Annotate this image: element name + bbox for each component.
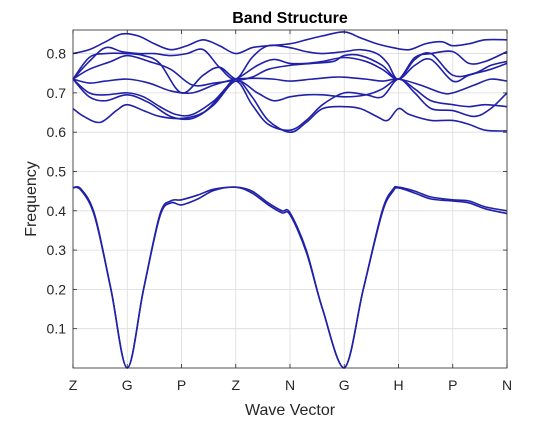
y-tick-label: 0.2 bbox=[47, 281, 67, 297]
y-tick-label: 0.1 bbox=[47, 321, 67, 337]
x-tick-label: Z bbox=[69, 377, 78, 393]
band-lines bbox=[72, 31, 508, 369]
band-line-3 bbox=[72, 78, 508, 133]
y-tick-label: 0.8 bbox=[47, 46, 67, 62]
axis-ticks: Z G P Z N G H P N 0.1 0.2 0.3 0.4 0.5 0.6 0.7 0.8 bbox=[47, 30, 512, 393]
band-line-2 bbox=[72, 186, 508, 369]
x-axis-title: Wave Vector bbox=[245, 402, 336, 419]
x-tick-label: N bbox=[285, 377, 295, 393]
band-line-6 bbox=[72, 76, 508, 95]
x-tick-label: N bbox=[502, 377, 512, 393]
y-tick-label: 0.6 bbox=[47, 124, 67, 140]
x-tick-label: G bbox=[122, 377, 133, 393]
band-line-9 bbox=[72, 44, 508, 81]
y-tick-label: 0.3 bbox=[47, 242, 67, 258]
x-tick-label: H bbox=[393, 377, 403, 393]
band-line-10 bbox=[72, 31, 508, 55]
y-tick-label: 0.5 bbox=[47, 163, 67, 179]
band-line-4 bbox=[72, 78, 508, 132]
x-tick-label: Z bbox=[231, 377, 240, 393]
chart-title: Band Structure bbox=[232, 10, 348, 27]
y-axis-title: Frequency bbox=[23, 161, 40, 237]
x-tick-label: P bbox=[448, 377, 457, 393]
band-line-5 bbox=[72, 78, 508, 121]
y-tick-label: 0.4 bbox=[47, 203, 67, 219]
x-tick-label: P bbox=[177, 377, 186, 393]
x-tick-label: G bbox=[339, 377, 350, 393]
y-tick-label: 0.7 bbox=[47, 85, 67, 101]
